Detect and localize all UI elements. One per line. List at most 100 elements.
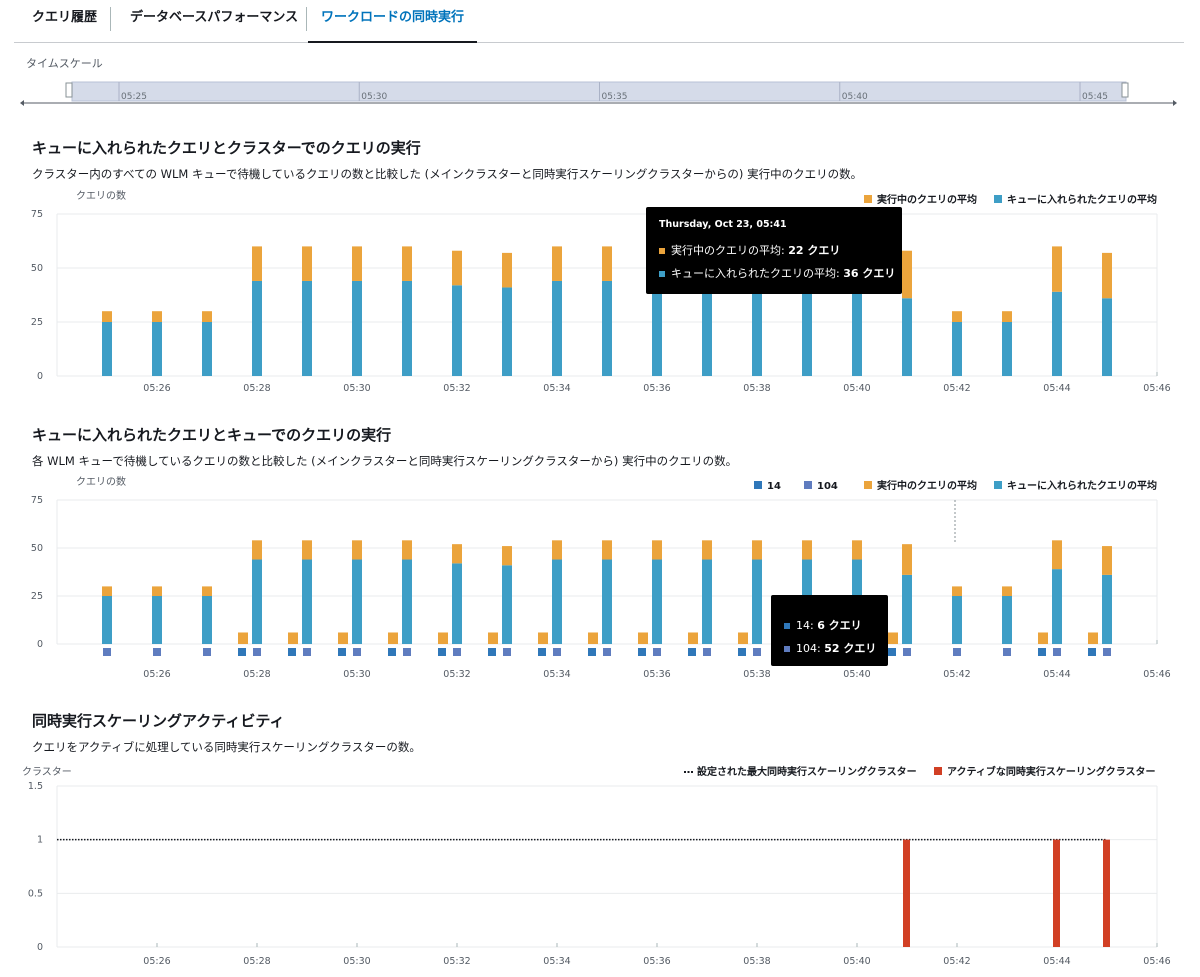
bar-running (252, 540, 262, 560)
x-tick-label: 05:40 (843, 956, 870, 967)
marker-104 (753, 648, 761, 656)
bar-running (1102, 252, 1112, 299)
legend-label: 実行中のクエリの平均 (877, 479, 977, 492)
timescale-tick-label: 05:45 (1082, 92, 1108, 102)
x-tick-label: 05:28 (243, 669, 270, 680)
marker-104 (903, 648, 911, 656)
x-tick-label: 05:40 (843, 383, 870, 394)
section-title-cluster: キューに入れられたクエリとクラスターでのクエリの実行 (32, 139, 421, 157)
legend-label: キューに入れられたクエリの平均 (1007, 479, 1157, 492)
bar-queued (902, 298, 912, 376)
bar-queued (352, 280, 362, 376)
bar-running (652, 540, 662, 560)
bar-running-small (538, 632, 548, 644)
timescale-slider[interactable]: 05:25 05:30 05:35 05:40 05:45 (20, 80, 1180, 106)
marker-14 (288, 648, 296, 656)
tooltip-value: 36 クエリ (843, 267, 896, 280)
bar-queued (1102, 298, 1112, 376)
bar-queued (952, 596, 962, 644)
timescale-tick-label: 05:25 (121, 92, 147, 102)
bar-running (202, 586, 212, 596)
bar-running (452, 544, 462, 564)
x-tick-label: 05:42 (943, 956, 970, 967)
x-tick-label: 05:44 (1043, 669, 1070, 680)
marker-104 (953, 648, 961, 656)
marker-14 (1088, 648, 1096, 656)
marker-14 (888, 648, 896, 656)
x-tick-label: 05:26 (143, 956, 170, 967)
section-desc-scaling: クエリをアクティブに処理している同時実行スケーリングクラスターの数。 (32, 740, 421, 754)
x-tick-label: 05:30 (343, 669, 370, 680)
x-tick-label: 05:46 (1143, 383, 1170, 394)
bar-queued (702, 280, 712, 376)
tooltip-row-running: 実行中のクエリの平均: 22 クエリ (659, 242, 840, 258)
x-tick-label: 05:36 (643, 669, 670, 680)
marker-104 (103, 648, 111, 656)
marker-104 (1053, 648, 1061, 656)
bar-queued (302, 559, 312, 644)
x-tick-label: 05:36 (643, 383, 670, 394)
marker-104 (553, 648, 561, 656)
tooltip-row-queued: キューに入れられたクエリの平均: 36 クエリ (659, 265, 895, 281)
x-tick-label: 05:28 (243, 956, 270, 967)
bar-running (1002, 586, 1012, 596)
bar-running-small (588, 632, 598, 644)
y-tick-label: 0.5 (28, 888, 43, 899)
bar-running (602, 246, 612, 281)
bar-running (852, 540, 862, 560)
section-desc-cluster: クラスター内のすべての WLM キューで待機しているクエリの数と比較した (メイ… (32, 167, 863, 181)
x-tick-label: 05:38 (743, 956, 770, 967)
bar-queued (152, 596, 162, 644)
bar-running-small (638, 632, 648, 644)
bar-running (102, 586, 112, 596)
x-tick-label: 05:40 (843, 669, 870, 680)
chart-queue-queries: クエリの数 0 25 50 75 05:26 05:28 05:30 05:32 05:34 05:… (31, 475, 1171, 680)
tab-separator (110, 7, 111, 31)
bar-running (352, 540, 362, 560)
marker-104 (603, 648, 611, 656)
square-icon (659, 248, 665, 254)
y-tick-label: 0 (37, 371, 43, 382)
bar-running (602, 540, 612, 560)
tab-workload-concurrency[interactable]: ワークロードの同時実行 (308, 0, 477, 43)
bar-queued (802, 280, 812, 376)
legend-swatch (994, 481, 1002, 489)
bar-running (302, 540, 312, 560)
chart-cluster-queries: クエリの数 0 25 50 75 05:26 05:28 05:30 05:32 05:34 05:… (31, 189, 1171, 394)
bar-active-clusters (1053, 839, 1060, 947)
marker-104 (153, 648, 161, 656)
marker-104 (403, 648, 411, 656)
legend-label: キューに入れられたクエリの平均 (1007, 193, 1157, 206)
legend-swatch (754, 481, 762, 489)
bar-running (402, 540, 412, 560)
bar-running (1052, 540, 1062, 570)
bar-queued (302, 280, 312, 376)
marker-14 (438, 648, 446, 656)
x-tick-label: 05:44 (1043, 956, 1070, 967)
bar-running-small (338, 632, 348, 644)
marker-104 (303, 648, 311, 656)
arrow-right-icon[interactable] (1173, 100, 1177, 106)
bar-running-small (888, 632, 898, 644)
marker-14 (738, 648, 746, 656)
x-tick-label: 05:38 (743, 383, 770, 394)
marker-104 (503, 648, 511, 656)
x-tick-label: 05:34 (543, 669, 570, 680)
y-axis-title: クラスター (22, 766, 72, 778)
marker-14 (338, 648, 346, 656)
bar-queued (502, 287, 512, 376)
tab-database-performance[interactable]: データベースパフォーマンス (130, 10, 299, 25)
y-tick-label: 75 (31, 495, 43, 506)
legend-label: 14 (767, 481, 781, 492)
marker-104 (703, 648, 711, 656)
arrow-left-icon[interactable] (20, 100, 24, 106)
y-axis-title: クエリの数 (76, 475, 126, 488)
bar-running-small (288, 632, 298, 644)
drag-handle-left-icon[interactable] (65, 82, 73, 98)
bar-running (502, 546, 512, 566)
drag-handle-right-icon[interactable] (1121, 82, 1129, 98)
bar-queued (652, 280, 662, 376)
tab-query-history[interactable]: クエリ履歴 (32, 10, 98, 25)
tooltip-date: Thursday, Oct 23, 05:41 (659, 219, 787, 230)
tooltip-cluster: Thursday, Oct 23, 05:41 実行中のクエリの平均: 22 ク… (646, 207, 902, 294)
